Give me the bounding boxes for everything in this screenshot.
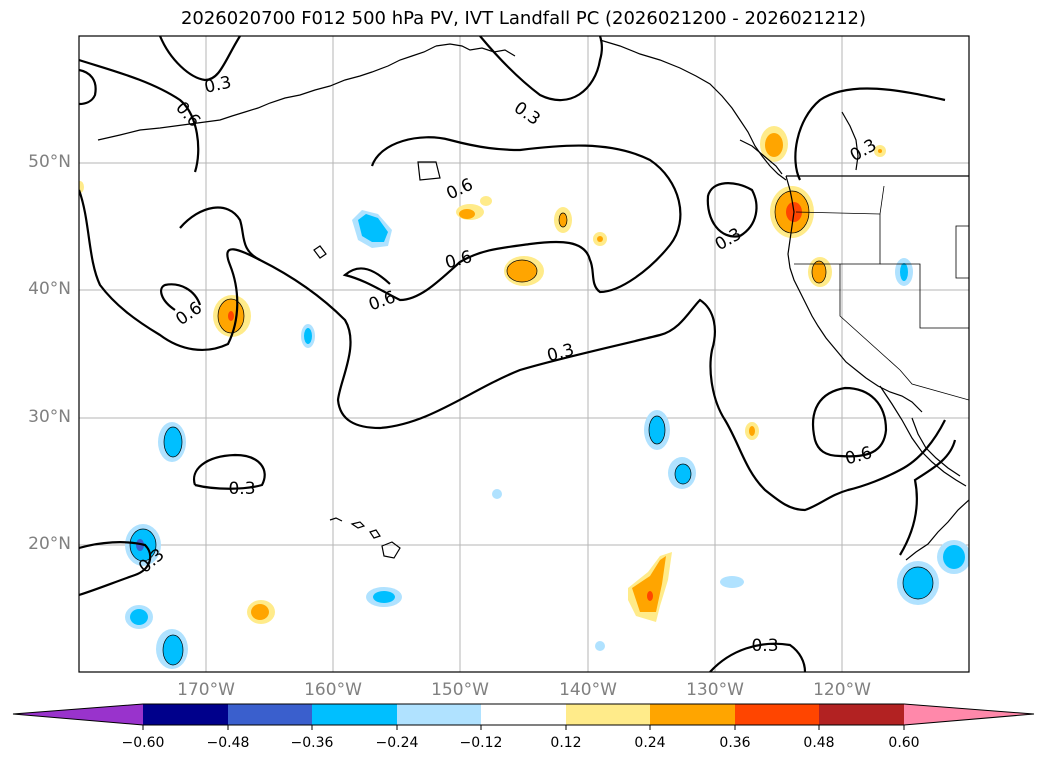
contour-label: 0.3 (228, 479, 255, 499)
contour-0.3-big (79, 189, 946, 512)
negative-patch (595, 641, 605, 651)
positive-patch (808, 257, 832, 287)
positive-patch (593, 232, 607, 246)
pv-contours (79, 36, 957, 672)
ivt-outlines (129, 190, 934, 666)
contour-0.3-pnw (794, 87, 946, 181)
negative-patch (644, 410, 670, 450)
map-panel (79, 36, 969, 672)
colorbar (12, 703, 1035, 730)
lon-label: 130°W (686, 680, 744, 700)
contour-0.3-baja (899, 439, 957, 556)
colorbar-tick-label: 0.36 (719, 735, 751, 751)
lon-label: 120°W (813, 680, 871, 700)
contour-0.3-south (709, 642, 807, 672)
lat-label: 30°N (28, 407, 71, 427)
negative-patch (301, 324, 315, 348)
lon-label: 170°W (177, 680, 235, 700)
negative-patch (720, 576, 744, 588)
negative-patch (492, 489, 502, 499)
lat-label: 50°N (28, 152, 71, 172)
positive-patch (79, 181, 84, 193)
colorbar-bin (312, 704, 397, 725)
colorbar-bin (481, 704, 566, 725)
positive-patch (745, 422, 759, 440)
positive-patch (628, 552, 672, 622)
lat-label: 20°N (28, 534, 71, 554)
colorbar-tick-label: 0.12 (550, 735, 582, 751)
colorbar-tick-label: 0.48 (803, 735, 835, 751)
contour-0.6-east-loop (811, 386, 888, 458)
colorbar-tick-label: −0.36 (290, 735, 334, 751)
colorbar-tick-label: −0.12 (459, 735, 503, 751)
positive-patch (213, 295, 251, 337)
negative-patch (158, 422, 186, 462)
gridlines (79, 36, 969, 672)
positive-patch (760, 126, 788, 162)
coastlines (97, 39, 969, 561)
negative-patch (125, 605, 153, 629)
colorbar-bin (228, 704, 312, 725)
negative-patch (366, 587, 402, 607)
contour-0.6-west-loop (160, 283, 202, 311)
contour-0.3-arctic (479, 36, 603, 102)
contour-0.6-nw-small (79, 68, 97, 106)
colorbar-tick-label: −0.24 (375, 735, 419, 751)
contour-0.6-northwest (79, 58, 200, 173)
colorbar-extend-low (13, 704, 143, 725)
negative-patch (352, 210, 392, 248)
positive-patch (247, 600, 275, 624)
contour-label: 0.3 (751, 636, 778, 656)
map-border (78, 35, 970, 673)
contour-0.3-southwest (79, 541, 152, 597)
map-title: 2026020700 F012 500 hPa PV, IVT Landfall… (180, 8, 867, 29)
lon-label: 150°W (431, 680, 489, 700)
lon-label: 140°W (559, 680, 617, 700)
contour-0.3-east-canada (706, 182, 758, 238)
positive-patch (874, 145, 886, 157)
colorbar-bin (650, 704, 735, 725)
positive-patch (456, 196, 492, 220)
colorbar-bin (819, 704, 904, 725)
contour-0.3-north (158, 36, 241, 82)
lat-label: 40°N (28, 279, 71, 299)
positive-patch (554, 207, 572, 233)
colorbar-tick-label: 0.24 (634, 735, 666, 751)
colorbar-tick-label: 0.60 (888, 735, 920, 751)
colorbar-bin (143, 704, 228, 725)
lon-label: 160°W (304, 680, 362, 700)
positive-patch (770, 186, 814, 238)
colorbar-bin (397, 704, 481, 725)
contour-0.6-central-loop (179, 206, 261, 261)
negative-patch (937, 540, 969, 574)
colorbar-bin (566, 704, 650, 725)
positive-patch (504, 256, 544, 286)
contour-0.6-central-north (342, 136, 682, 302)
contour-0.3-mid-south (192, 453, 266, 490)
negative-patch (895, 258, 913, 286)
colorbar-tick-label: −0.48 (206, 735, 250, 751)
colorbar-tick-label: −0.60 (121, 735, 165, 751)
colorbar-bin (735, 704, 819, 725)
colorbar-extend-high (904, 704, 1034, 725)
